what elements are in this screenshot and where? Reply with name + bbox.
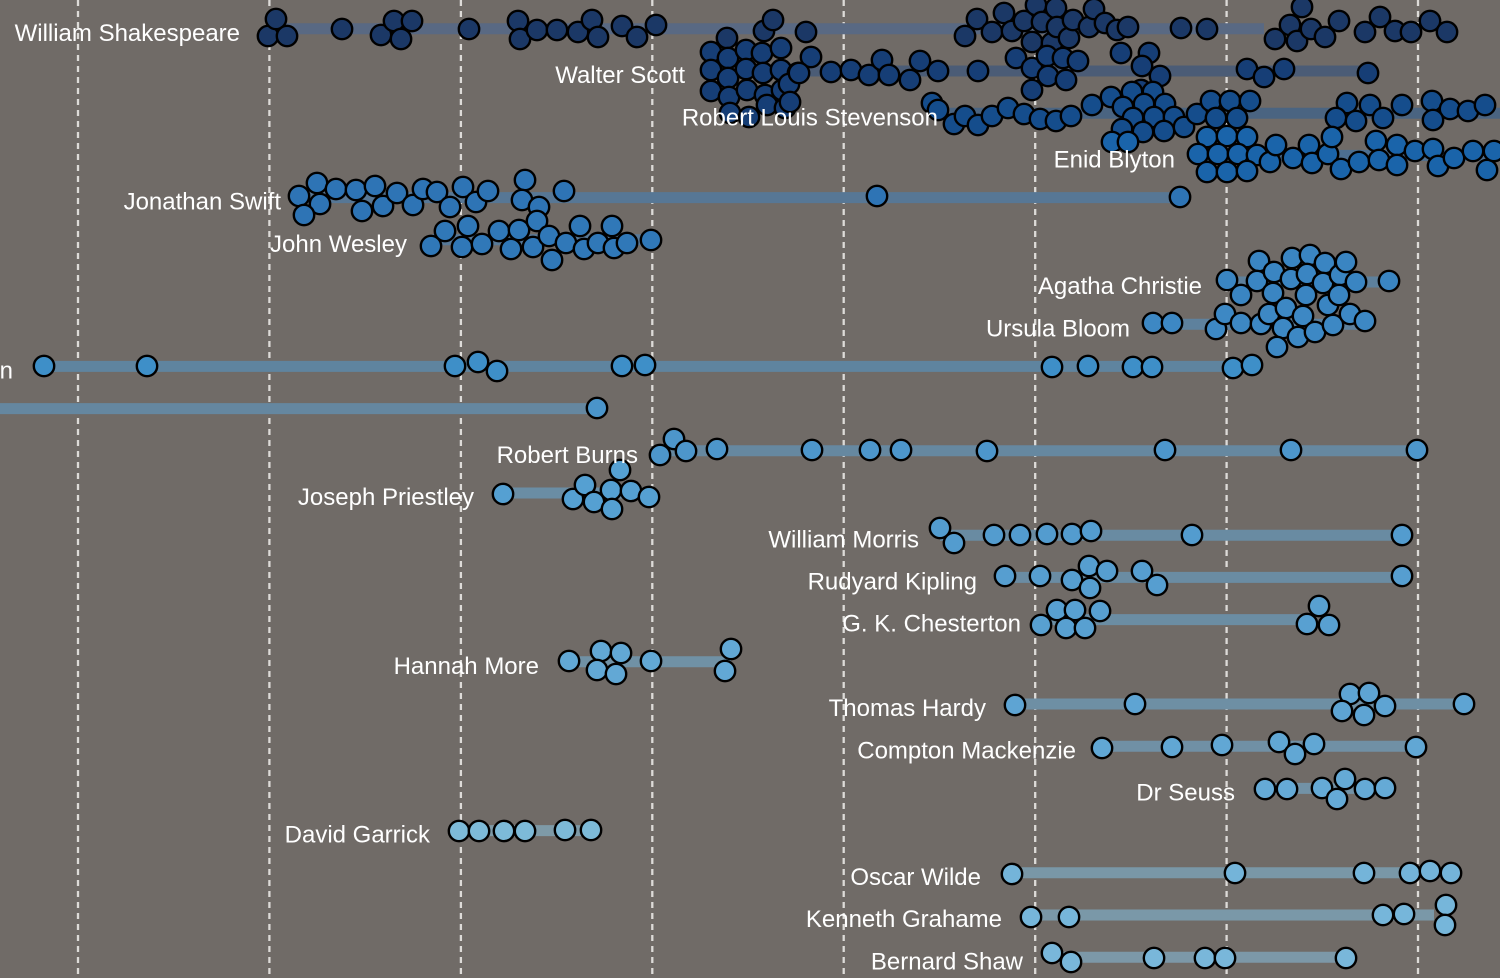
svg-text:Bernard Shaw: Bernard Shaw: [871, 948, 1024, 975]
svg-text:Dr Seuss: Dr Seuss: [1136, 780, 1235, 807]
svg-text:Compton Mackenzie: Compton Mackenzie: [857, 737, 1076, 764]
svg-text:Robert Louis Stevenson: Robert Louis Stevenson: [682, 104, 938, 131]
svg-text:Ursula Bloom: Ursula Bloom: [986, 315, 1130, 342]
svg-text:William Shakespeare: William Shakespeare: [15, 20, 240, 47]
svg-text:G. K. Chesterton: G. K. Chesterton: [842, 611, 1021, 638]
svg-text:Hannah More: Hannah More: [394, 653, 539, 680]
svg-text:David Garrick: David Garrick: [285, 822, 431, 849]
svg-text:Kenneth Grahame: Kenneth Grahame: [806, 906, 1002, 933]
svg-text:William Morris: William Morris: [768, 526, 919, 553]
svg-text:John Bunyan: John Bunyan: [0, 358, 13, 385]
svg-text:John Wesley: John Wesley: [270, 231, 407, 258]
svg-text:Oscar Wilde: Oscar Wilde: [850, 864, 981, 891]
svg-text:Robert Burns: Robert Burns: [497, 442, 638, 469]
svg-text:Joseph Priestley: Joseph Priestley: [298, 484, 474, 511]
svg-text:Rudyard Kipling: Rudyard Kipling: [808, 569, 977, 596]
svg-text:Jonathan Swift: Jonathan Swift: [124, 189, 282, 216]
svg-text:Enid Blyton: Enid Blyton: [1054, 147, 1175, 174]
svg-text:Agatha Christie: Agatha Christie: [1038, 273, 1202, 300]
svg-text:Thomas Hardy: Thomas Hardy: [829, 695, 986, 722]
svg-text:Walter Scott: Walter Scott: [555, 62, 685, 89]
